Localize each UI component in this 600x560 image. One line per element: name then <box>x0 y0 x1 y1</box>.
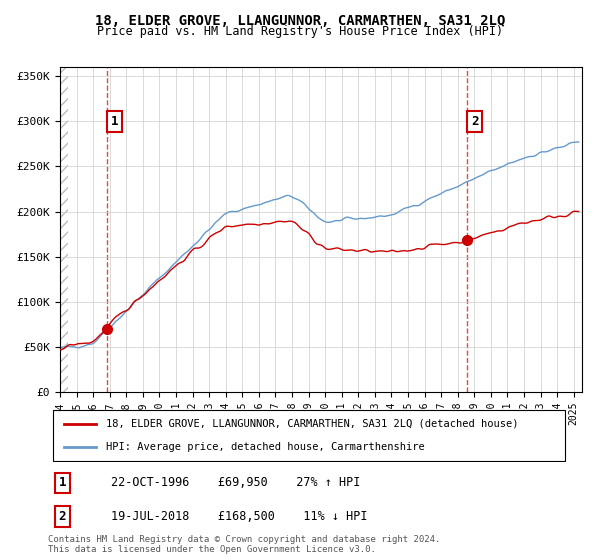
Text: 18, ELDER GROVE, LLANGUNNOR, CARMARTHEN, SA31 2LQ (detached house): 18, ELDER GROVE, LLANGUNNOR, CARMARTHEN,… <box>106 419 518 429</box>
Text: 1: 1 <box>111 115 119 128</box>
Text: 19-JUL-2018    £168,500    11% ↓ HPI: 19-JUL-2018 £168,500 11% ↓ HPI <box>112 510 368 523</box>
Text: HPI: Average price, detached house, Carmarthenshire: HPI: Average price, detached house, Carm… <box>106 442 425 452</box>
Text: 2: 2 <box>471 115 479 128</box>
Bar <box>60 67 68 392</box>
Text: 22-OCT-1996    £69,950    27% ↑ HPI: 22-OCT-1996 £69,950 27% ↑ HPI <box>112 477 361 489</box>
Text: Price paid vs. HM Land Registry's House Price Index (HPI): Price paid vs. HM Land Registry's House … <box>97 25 503 38</box>
FancyBboxPatch shape <box>53 410 565 461</box>
Text: 1: 1 <box>59 477 66 489</box>
Text: 18, ELDER GROVE, LLANGUNNOR, CARMARTHEN, SA31 2LQ: 18, ELDER GROVE, LLANGUNNOR, CARMARTHEN,… <box>95 14 505 28</box>
Text: Contains HM Land Registry data © Crown copyright and database right 2024.
This d: Contains HM Land Registry data © Crown c… <box>48 535 440 554</box>
Bar <box>60 67 68 392</box>
Text: 2: 2 <box>59 510 66 523</box>
